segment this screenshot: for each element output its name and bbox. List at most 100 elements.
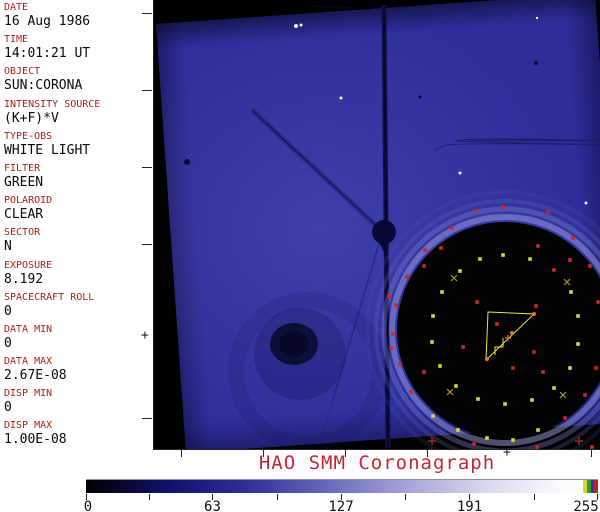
- metadata-field: SECTOR N: [0, 225, 153, 257]
- field-value: WHITE LIGHT: [4, 142, 91, 158]
- field-label: INTENSITY SOURCE: [4, 98, 101, 110]
- white-speck: [299, 23, 303, 27]
- metadata-field: INTENSITY SOURCE (K+F)*V: [0, 97, 153, 129]
- field-value: 14:01:21 UT: [4, 46, 91, 62]
- fiducial-dot: [511, 366, 515, 370]
- fiducial-dot: [461, 345, 465, 349]
- colorbar-tick: [212, 494, 214, 500]
- dust-blob-core: [279, 331, 309, 357]
- field-value: GREEN: [4, 174, 44, 190]
- diagonal-wire: [251, 109, 384, 233]
- fiducial-dot: [594, 366, 598, 370]
- field-value: 8.192: [4, 271, 44, 287]
- field-label: TIME: [4, 34, 29, 46]
- image-bottom-axis: [154, 449, 600, 450]
- field-label: DATA MIN: [4, 323, 53, 335]
- fiducial-dot: [458, 269, 462, 273]
- fiducial-cross: [446, 388, 454, 396]
- field-value: CLEAR: [4, 207, 44, 223]
- fiducial-dot: [536, 244, 540, 248]
- fiducial-dot: [568, 258, 572, 262]
- metadata-field: DISP MAX 1.00E-08: [0, 418, 153, 450]
- white-speck: [339, 96, 343, 100]
- fiducial-dot: [450, 226, 454, 230]
- ghost-ring: [228, 292, 388, 449]
- dark-speck: [534, 61, 538, 65]
- colorbar-tick: [533, 494, 535, 500]
- colorbar-tick: [597, 494, 598, 500]
- metadata-field: TIME 14:01:21 UT: [0, 32, 153, 64]
- field-label: DATE: [4, 2, 29, 13]
- fiducial-dot: [387, 294, 391, 298]
- dark-speck: [184, 159, 190, 165]
- fiducial-dot: [583, 393, 587, 397]
- fiducial-dot: [569, 290, 573, 294]
- fiducial-dot: [563, 416, 567, 420]
- fiducial-dot: [431, 314, 435, 318]
- colorbar-tick-label: 127: [328, 499, 354, 512]
- metadata-field: POLAROID CLEAR: [0, 193, 153, 225]
- field-label: OBJECT: [4, 66, 41, 78]
- field-value: N: [4, 239, 12, 255]
- fiducial-dot: [503, 402, 507, 406]
- fiducial-dot: [576, 342, 580, 346]
- lower-wire: [332, 236, 382, 401]
- colorbar-tick: [276, 494, 278, 500]
- fiducial-dot: [439, 246, 443, 250]
- fiducial-dot: [596, 300, 600, 304]
- dark-speck: [418, 95, 422, 99]
- metadata-field: FILTER GREEN: [0, 161, 153, 193]
- left-axis-plus-mark: +: [141, 328, 149, 343]
- fiducial-dot: [440, 290, 444, 294]
- plot-title: HAO SMM Coronagraph: [258, 452, 496, 474]
- colorbar-tick-label: 63: [204, 499, 221, 512]
- field-value: 16 Aug 1986: [4, 14, 91, 29]
- fiducial-dot: [423, 248, 427, 252]
- field-label: SECTOR: [4, 227, 41, 239]
- metadata-field: TYPE-OBS WHITE LIGHT: [0, 129, 153, 161]
- metadata-field: DATA MAX 2.67E-08: [0, 354, 153, 386]
- white-speck: [294, 24, 298, 28]
- fiducial-dot: [528, 257, 532, 261]
- fiducial-dot: [501, 205, 505, 209]
- center-plus: [505, 335, 511, 341]
- fiducial-plus: [575, 437, 583, 445]
- diffraction-ring: [365, 190, 600, 449]
- diffraction-ring: [381, 206, 600, 449]
- pointer-polygon: [485, 311, 536, 362]
- fiducial-dot: [588, 264, 592, 268]
- fiducial-cross: [563, 278, 571, 286]
- field-label: DISP MAX: [4, 420, 53, 432]
- fiducial-dot: [495, 322, 499, 326]
- diffraction-ring: [374, 199, 600, 449]
- coronagraph-image-viewport: [154, 0, 600, 449]
- scratch-line: [309, 5, 353, 9]
- field-value: 1.00E-08: [4, 432, 67, 448]
- intensity-colorbar: [86, 479, 599, 493]
- diffraction-ring: [389, 214, 600, 446]
- field-value: 0: [4, 335, 12, 351]
- fiducial-dot: [476, 397, 480, 401]
- fiducial-dot: [438, 364, 442, 368]
- field-value: 2.67E-08: [4, 368, 67, 384]
- field-label: FILTER: [4, 162, 41, 174]
- left-axis-tick: [142, 418, 152, 419]
- field-label: POLAROID: [4, 195, 53, 207]
- field-label: DATA MAX: [4, 356, 53, 368]
- field-label: EXPOSURE: [4, 259, 53, 271]
- fiducial-dot: [472, 442, 476, 446]
- left-axis-tick: [142, 167, 152, 168]
- bottom-axis-tick: [591, 450, 592, 457]
- fiducial-dot: [511, 438, 515, 442]
- fiducial-cross: [450, 274, 458, 282]
- fiducial-plus: [428, 437, 436, 445]
- field-value: SUN:CORONA: [4, 78, 83, 94]
- fiducial-dot: [485, 436, 489, 440]
- colorbar-end-stripe: [586, 480, 591, 493]
- fiducial-dot: [454, 384, 458, 388]
- fiducial-dot: [422, 264, 426, 268]
- lower-wire-faint: [319, 399, 334, 446]
- fiducial-dot: [532, 350, 536, 354]
- metadata-sidebar: DATE 16 Aug 1986 TIME 14:01:21 UT OBJECT SUN:…: [0, 0, 153, 455]
- bottom-axis-tick: [263, 450, 264, 457]
